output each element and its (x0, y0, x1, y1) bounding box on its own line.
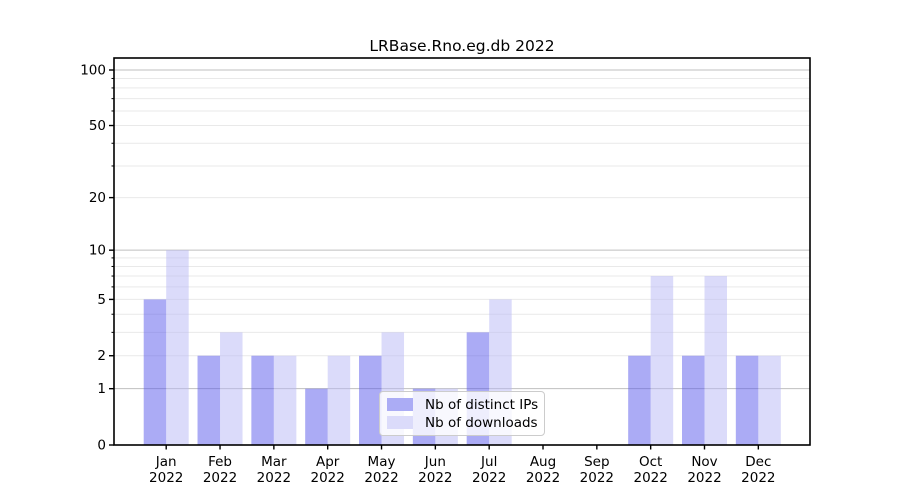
y-tick-label: 100 (80, 63, 106, 79)
bar-distinct-ips-mar (251, 355, 274, 445)
x-tick-label-month: Apr (316, 454, 340, 470)
y-tick-label: 50 (89, 118, 106, 134)
axes-box (113, 57, 811, 446)
legend-item-distinct-ips: Nb of distinct IPs (387, 398, 544, 412)
bar-distinct-ips-feb (197, 355, 221, 445)
bar-downloads-jan (166, 250, 189, 445)
x-tick-label-year: 2022 (364, 470, 398, 486)
y-tick-label: 5 (97, 292, 106, 308)
bar-downloads-apr (327, 355, 351, 445)
bar-downloads-feb (220, 332, 243, 445)
bar-distinct-ips-oct (628, 355, 651, 445)
bar-distinct-ips-apr (305, 388, 328, 445)
y-tick-label: 20 (89, 190, 106, 206)
legend-swatch-distinct-ips-icon (387, 398, 413, 411)
x-tick-label-month: Aug (530, 454, 556, 470)
x-tick-label-year: 2022 (418, 470, 452, 486)
chart-title: LRBase.Rno.eg.db 2022 (369, 37, 555, 55)
x-tick-label-month: Sep (584, 454, 609, 470)
x-tick-label-month: Jan (155, 454, 177, 470)
x-tick-label-year: 2022 (633, 470, 667, 486)
x-tick-label-year: 2022 (580, 470, 614, 486)
bar-downloads-dec (758, 355, 781, 445)
x-tick-label-year: 2022 (257, 470, 291, 486)
x-tick-label-month: Feb (208, 454, 232, 470)
x-tick-label-month: Dec (745, 454, 771, 470)
bar-downloads-oct (650, 276, 674, 445)
x-tick-label-month: Mar (261, 454, 287, 470)
legend-swatch-downloads-icon (387, 416, 413, 429)
x-tick-label-month: Jul (480, 454, 497, 470)
x-tick-label-year: 2022 (203, 470, 237, 486)
x-tick-label-month: Nov (691, 454, 717, 470)
bar-downloads-mar (273, 355, 297, 445)
legend-label-downloads: Nb of downloads (425, 414, 538, 431)
y-tick-label: 0 (97, 438, 106, 454)
x-tick-label-year: 2022 (311, 470, 345, 486)
x-tick-label-month: May (368, 454, 396, 470)
y-tick-label: 1 (97, 381, 106, 397)
x-tick-label-month: Oct (639, 454, 662, 470)
x-tick-label-year: 2022 (149, 470, 183, 486)
x-tick-label-year: 2022 (526, 470, 560, 486)
y-tick-label: 2 (97, 348, 106, 364)
legend: Nb of distinct IPs Nb of downloads (379, 391, 545, 436)
bar-distinct-ips-jan (143, 299, 167, 445)
x-tick-label-year: 2022 (687, 470, 721, 486)
bar-distinct-ips-dec (735, 355, 759, 445)
legend-item-downloads: Nb of downloads (387, 416, 544, 430)
legend-label-distinct-ips: Nb of distinct IPs (425, 396, 539, 413)
x-tick-label-month: Jun (424, 454, 446, 470)
bar-distinct-ips-may (359, 355, 382, 445)
y-tick-label: 10 (89, 243, 106, 259)
bar-distinct-ips-nov (682, 355, 705, 445)
x-tick-label-year: 2022 (472, 470, 506, 486)
bar-downloads-nov (704, 276, 727, 445)
x-tick-label-year: 2022 (741, 470, 775, 486)
